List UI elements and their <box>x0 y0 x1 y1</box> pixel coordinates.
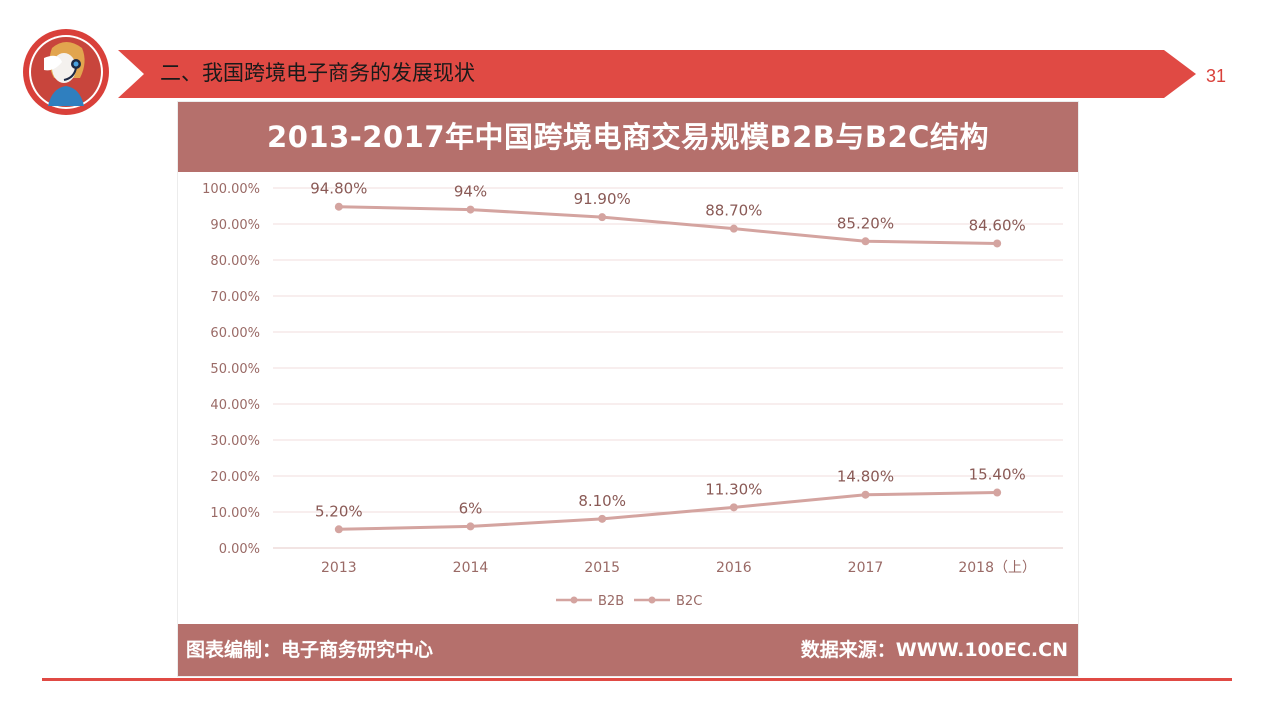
legend-swatch-marker <box>648 596 656 604</box>
data-point-b2c <box>334 525 343 534</box>
data-point-b2c <box>466 522 475 531</box>
data-point-b2c <box>729 503 738 512</box>
data-point-b2b <box>334 202 343 211</box>
x-tick-label: 2017 <box>848 560 884 576</box>
y-tick-label: 20.00% <box>210 470 260 485</box>
data-label-b2c: 14.80% <box>837 468 894 486</box>
x-tick-label: 2013 <box>321 560 357 576</box>
chart-footer-credit: 图表编制：电子商务研究中心 <box>186 639 434 661</box>
y-tick-label: 50.00% <box>210 362 260 377</box>
data-point-b2b <box>861 237 870 246</box>
data-label-b2c: 8.10% <box>578 492 626 510</box>
y-tick-label: 10.00% <box>210 506 260 521</box>
chart-footer: 图表编制：电子商务研究中心 数据来源：WWW.100EC.CN <box>178 624 1078 676</box>
x-tick-label: 2016 <box>716 560 752 576</box>
legend-swatch-marker <box>570 596 578 604</box>
x-tick-label: 2018（上） <box>958 560 1036 576</box>
chart-title: 2013-2017年中国跨境电商交易规模B2B与B2C结构 <box>267 120 989 154</box>
chart-panel: 2013-2017年中国跨境电商交易规模B2B与B2C结构 0.00% 10.00… <box>178 102 1078 676</box>
title-banner <box>118 50 1196 98</box>
bottom-divider <box>42 678 1232 681</box>
data-label-b2b: 91.90% <box>574 190 631 208</box>
customer-service-headset-icon <box>23 29 109 115</box>
y-tick-label: 40.00% <box>210 398 260 413</box>
series-line-b2c <box>338 491 998 531</box>
y-tick-label: 30.00% <box>210 434 260 449</box>
chart-footer-source: 数据来源：WWW.100EC.CN <box>800 639 1068 661</box>
data-label-b2c: 11.30% <box>705 480 762 498</box>
data-point-b2b <box>993 239 1002 248</box>
data-label-b2b: 94% <box>454 183 487 201</box>
y-tick-label: 80.00% <box>210 254 260 269</box>
data-point-b2c <box>993 488 1002 497</box>
data-point-b2c <box>598 514 607 523</box>
page-number: 31 <box>1206 66 1227 86</box>
x-tick-label: 2015 <box>584 560 620 576</box>
x-tick-label: 2014 <box>453 560 489 576</box>
y-tick-label: 0.00% <box>219 542 260 557</box>
y-tick-label: 100.00% <box>202 182 260 197</box>
data-label-b2c: 5.20% <box>315 502 363 520</box>
data-point-b2b <box>598 213 607 222</box>
data-point-b2c <box>861 490 870 499</box>
data-label-b2c: 15.40% <box>969 466 1026 484</box>
data-point-b2b <box>466 205 475 214</box>
data-label-b2c: 6% <box>459 499 483 517</box>
data-label-b2b: 85.20% <box>837 214 894 232</box>
legend-label: B2C <box>676 594 702 609</box>
banner-ribbon <box>118 50 1196 98</box>
data-label-b2b: 88.70% <box>705 202 762 220</box>
y-tick-label: 60.00% <box>210 326 260 341</box>
y-tick-label: 70.00% <box>210 290 260 305</box>
data-point-b2b <box>729 224 738 233</box>
legend-label: B2B <box>598 594 624 609</box>
chart-header: 2013-2017年中国跨境电商交易规模B2B与B2C结构 <box>178 102 1078 172</box>
y-tick-label: 90.00% <box>210 218 260 233</box>
series-line-b2b <box>338 205 998 245</box>
slide-title: 二、我国跨境电子商务的发展现状 <box>160 61 475 85</box>
data-label-b2b: 84.60% <box>969 216 1026 234</box>
line-chart: 0.00% 10.00% 20.00% 30.00% 40.00% 50.00% 60.00… <box>202 180 1063 609</box>
data-label-b2b: 94.80% <box>310 180 367 198</box>
